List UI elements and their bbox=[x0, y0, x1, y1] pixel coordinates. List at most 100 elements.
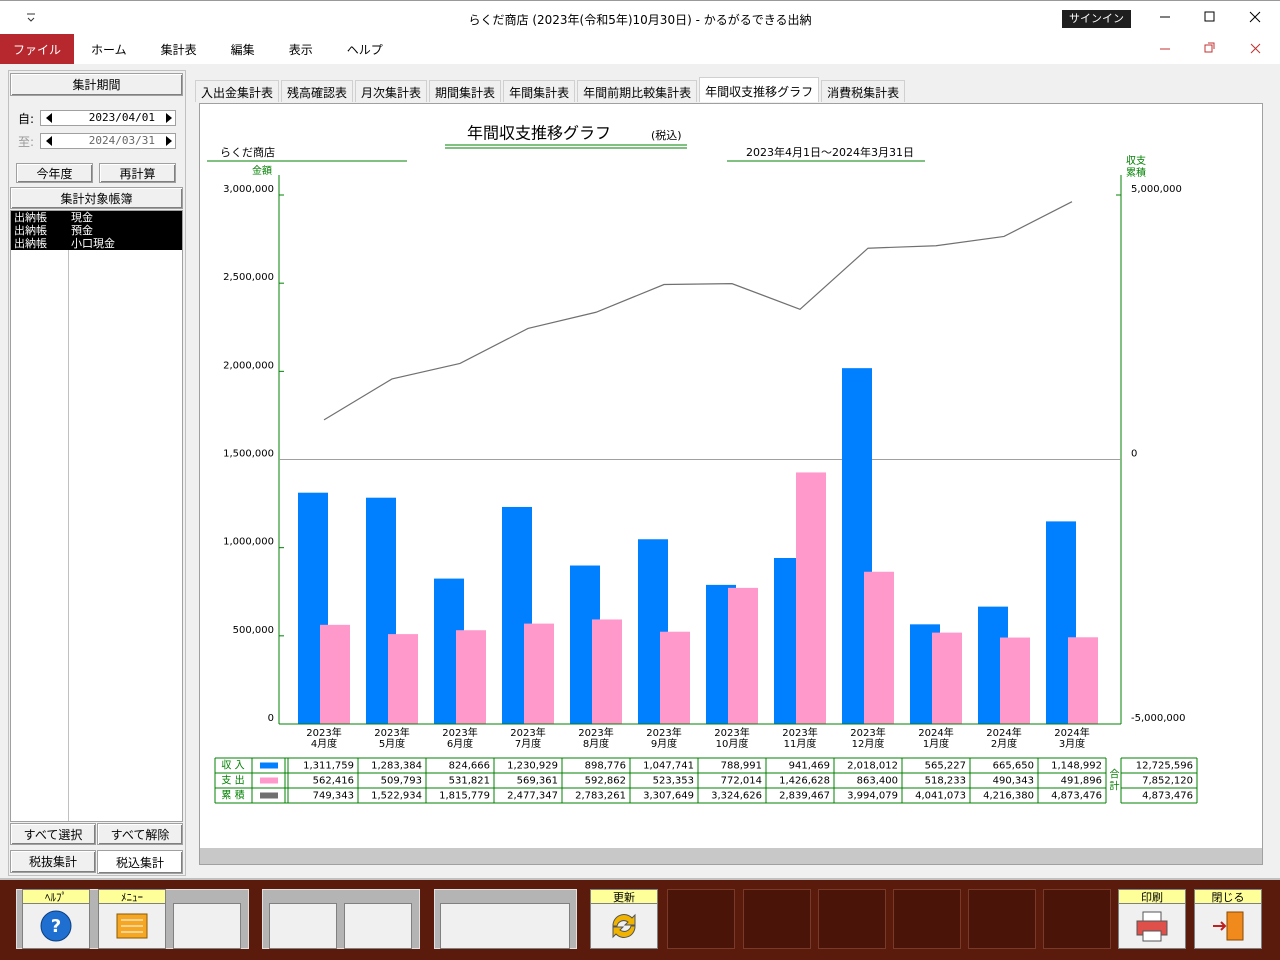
menu-item[interactable]: ファイル bbox=[0, 34, 75, 64]
tax-included-tab[interactable]: 税込集計 bbox=[97, 850, 183, 874]
table-value: 523,353 bbox=[653, 776, 694, 787]
table-value: 1,522,934 bbox=[371, 791, 422, 802]
book-name: 小口現金 bbox=[71, 237, 115, 250]
table-value: 565,227 bbox=[925, 761, 966, 772]
x-tick-label: 2023年 bbox=[782, 726, 817, 739]
legend-swatch bbox=[260, 777, 278, 784]
print-button[interactable] bbox=[1118, 903, 1186, 949]
table-value: 569,361 bbox=[517, 776, 558, 787]
empty-button bbox=[344, 903, 412, 949]
recalc-button[interactable]: 再計算 bbox=[99, 163, 176, 183]
bar bbox=[320, 624, 350, 724]
bar bbox=[456, 630, 486, 724]
y-tick-label: 2,500,000 bbox=[223, 272, 274, 283]
column-divider bbox=[68, 211, 69, 821]
tab[interactable]: 残高確認表 bbox=[281, 80, 354, 102]
table-value: 518,233 bbox=[925, 776, 966, 787]
tab[interactable]: 年間収支推移グラフ bbox=[699, 77, 820, 102]
empty-button bbox=[269, 903, 337, 949]
table-value: 1,230,929 bbox=[507, 761, 558, 772]
chart: 年間収支推移グラフ (税込) らくだ商店 2023年4月1日～2024年3月31… bbox=[207, 124, 1198, 804]
menu-item[interactable]: 表示 bbox=[288, 42, 313, 57]
table-value: 788,991 bbox=[721, 761, 762, 772]
y-axis-label: 金額 bbox=[252, 164, 272, 177]
x-tick-label: 2024年 bbox=[986, 726, 1021, 739]
tab[interactable]: 入出金集計表 bbox=[195, 80, 280, 102]
table-value: 898,776 bbox=[585, 761, 626, 772]
placeholder bbox=[893, 889, 961, 949]
book-row[interactable]: 出納帳 小口現金 bbox=[11, 237, 182, 250]
books-list: 出納帳 現金 出納帳 預金 出納帳 小口現金 bbox=[10, 210, 183, 822]
legend-label: 支 出 bbox=[221, 775, 244, 787]
book-row[interactable]: 出納帳 預金 bbox=[11, 224, 182, 237]
table-value: 4,873,476 bbox=[1051, 791, 1102, 802]
deselect-all-button[interactable]: すべて解除 bbox=[97, 823, 183, 845]
menu-item[interactable]: 編集 bbox=[230, 42, 255, 57]
x-tick-label: 2023年 bbox=[442, 726, 477, 739]
bar bbox=[1068, 637, 1098, 724]
x-tick-label: 5月度 bbox=[379, 737, 405, 750]
placeholder bbox=[818, 889, 886, 949]
x-tick-label: 1月度 bbox=[923, 737, 949, 750]
close-button[interactable] bbox=[1194, 903, 1262, 949]
this-year-button[interactable]: 今年度 bbox=[16, 163, 93, 183]
menu-item[interactable]: ヘルプ bbox=[346, 42, 383, 57]
x-tick-label: 2023年 bbox=[646, 726, 681, 739]
table-total: 12,725,596 bbox=[1136, 761, 1193, 772]
menu-item[interactable]: 集計表 bbox=[160, 42, 197, 57]
book-name: 現金 bbox=[71, 211, 93, 224]
placeholder bbox=[743, 889, 811, 949]
x-tick-label: 2023年 bbox=[850, 726, 885, 739]
bar bbox=[932, 632, 962, 724]
table-value: 1,283,384 bbox=[371, 761, 422, 772]
signin-button[interactable]: サインイン bbox=[1062, 10, 1131, 28]
title-bar: らくだ商店 (2023年(令和5年)10月30日) - かるがるできる出納 サイ… bbox=[0, 0, 1280, 34]
placeholder bbox=[667, 889, 735, 949]
quick-access-icon[interactable] bbox=[24, 11, 38, 23]
x-tick-label: 2023年 bbox=[374, 726, 409, 739]
window-controls[interactable] bbox=[1150, 7, 1270, 29]
menu-item[interactable]: ホーム bbox=[91, 42, 127, 57]
book-row[interactable]: 出納帳 現金 bbox=[11, 211, 182, 224]
from-date[interactable]: 2023/04/01 bbox=[40, 110, 176, 126]
tab[interactable]: 期間集計表 bbox=[429, 80, 502, 102]
refresh-button[interactable] bbox=[590, 903, 658, 949]
bar bbox=[864, 571, 894, 724]
document-controls[interactable] bbox=[1150, 40, 1270, 60]
spin-arrows[interactable] bbox=[43, 113, 175, 123]
chart-title: 年間収支推移グラフ bbox=[467, 124, 611, 143]
help-button[interactable]: ? bbox=[22, 903, 90, 949]
table-value: 491,896 bbox=[1061, 776, 1102, 787]
tab[interactable]: 年間前期比較集計表 bbox=[577, 80, 698, 102]
period-text: 2023年4月1日～2024年3月31日 bbox=[746, 145, 914, 159]
empty-button bbox=[440, 903, 570, 949]
tab[interactable]: 年間集計表 bbox=[503, 80, 576, 102]
menu-button[interactable] bbox=[98, 903, 166, 949]
x-tick-label: 2023年 bbox=[510, 726, 545, 739]
to-date[interactable]: 2024/03/31 bbox=[40, 133, 176, 149]
x-tick-label: 7月度 bbox=[515, 737, 541, 750]
shop-name: らくだ商店 bbox=[220, 146, 275, 159]
y-tick-label: 1,500,000 bbox=[223, 449, 274, 460]
table-value: 2,477,347 bbox=[507, 791, 558, 802]
scroll-strip bbox=[200, 848, 1262, 864]
select-all-button[interactable]: すべて選択 bbox=[10, 823, 96, 845]
date-text: 2024/03/31 bbox=[88, 134, 155, 147]
table-value: 562,416 bbox=[313, 776, 354, 787]
tab[interactable]: 月次集計表 bbox=[355, 80, 428, 102]
table-value: 2,839,467 bbox=[779, 791, 830, 802]
x-tick-label: 8月度 bbox=[583, 737, 609, 750]
table-value: 490,343 bbox=[993, 776, 1034, 787]
tab[interactable]: 消費税集計表 bbox=[821, 80, 906, 102]
period-button[interactable]: 集計期間 bbox=[10, 73, 183, 96]
x-tick-label: 2024年 bbox=[1054, 726, 1089, 739]
bar bbox=[388, 634, 418, 724]
table-value: 665,650 bbox=[993, 761, 1034, 772]
table-value: 3,994,079 bbox=[847, 791, 898, 802]
placeholder bbox=[1043, 889, 1111, 949]
y-tick-label: 2,000,000 bbox=[223, 360, 274, 371]
spin-arrows[interactable] bbox=[43, 136, 175, 146]
tax-excluded-tab[interactable]: 税抜集計 bbox=[10, 850, 96, 873]
book-type: 出納帳 bbox=[14, 237, 47, 250]
